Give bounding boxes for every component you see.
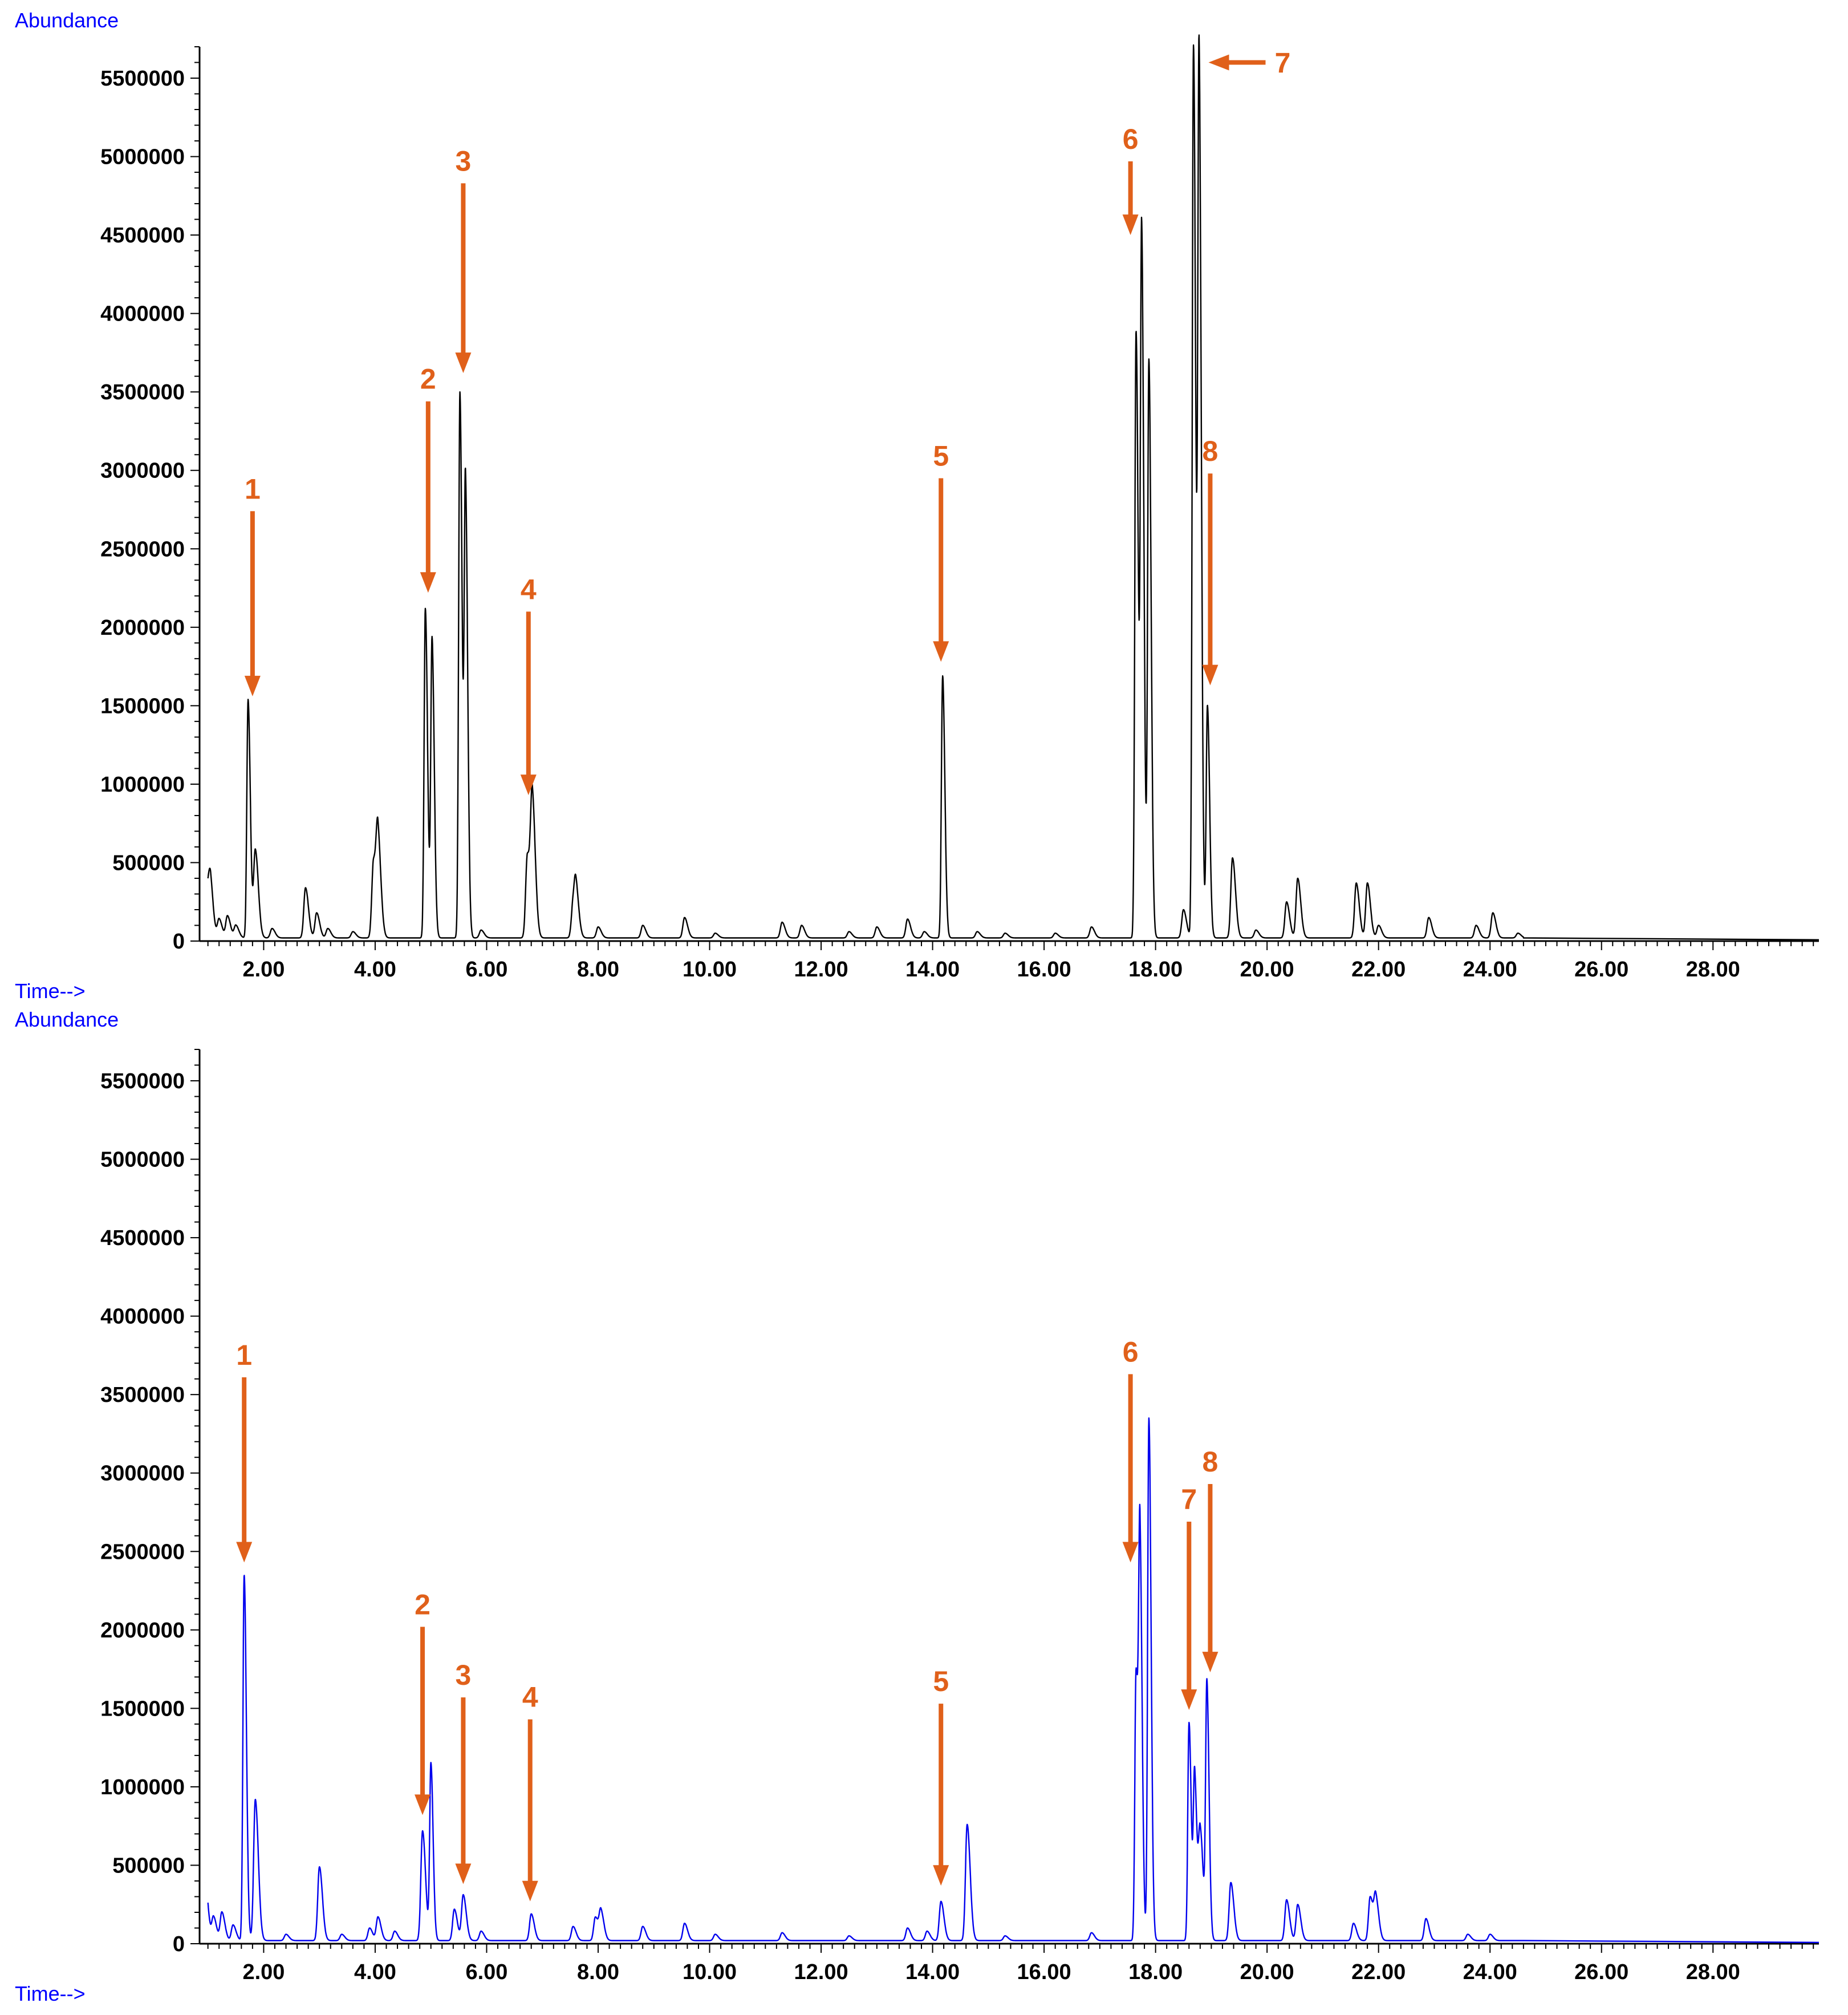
- top-annotation-arrowhead: [1209, 55, 1229, 71]
- top-y-tick-label-zero: 0: [173, 930, 185, 954]
- bottom-y-tick-label: 3500000: [100, 1383, 185, 1407]
- top-y-tick-label: 2500000: [100, 537, 185, 561]
- top-peak-label-7: 7: [1275, 47, 1291, 79]
- bottom-peak-label-2: 2: [415, 1588, 430, 1620]
- bottom-peak-label-4: 4: [522, 1681, 538, 1713]
- bottom-x-tick-label: 10.00: [683, 1960, 737, 1984]
- bottom-y-tick-label: 1000000: [100, 1775, 185, 1799]
- bottom-peak-label-5: 5: [933, 1665, 949, 1697]
- top-peak-label-6: 6: [1123, 123, 1139, 155]
- bottom-x-tick-label: 4.00: [354, 1960, 396, 1984]
- top-y-tick-label: 4000000: [100, 302, 185, 326]
- bottom-annotation-arrowhead: [236, 1542, 252, 1563]
- top-x-tick-label: 10.00: [683, 958, 737, 982]
- top-peak-label-8: 8: [1203, 435, 1219, 467]
- bottom-chromatogram-trace: [208, 1418, 1819, 1943]
- top-xlabel: Time-->: [15, 979, 86, 1003]
- bottom-y-tick-label: 1500000: [100, 1697, 185, 1721]
- top-y-tick-label: 3500000: [100, 380, 185, 404]
- top-chromatogram-panel: Abundance Time--> 2.00 4.00 6.00 8.00 10.00 1…: [15, 9, 1819, 1003]
- top-y-tick-label: 1000000: [100, 773, 185, 797]
- top-peak-label-1: 1: [245, 473, 261, 505]
- top-y-tick-label: 2000000: [100, 616, 185, 640]
- top-x-tick-label: 8.00: [577, 958, 619, 982]
- bottom-chromatogram-panel: Abundance Time--> 2.00 4.00 6.00 8.00 10.00 1…: [15, 1008, 1819, 2005]
- top-x-tick-label: 4.00: [354, 958, 396, 982]
- bottom-x-tick-label: 6.00: [465, 1960, 507, 1984]
- top-x-tick-label: 6.00: [465, 958, 507, 982]
- top-x-tick-label: 28.00: [1686, 958, 1740, 982]
- bottom-y-tick-label: 2500000: [100, 1540, 185, 1564]
- top-x-tick-label: 18.00: [1128, 958, 1183, 982]
- bottom-x-tick-label: 2.00: [242, 1960, 285, 1984]
- top-ylabel: Abundance: [15, 9, 119, 32]
- bottom-ylabel: Abundance: [15, 1008, 119, 1031]
- top-peak-label-3: 3: [456, 145, 472, 177]
- top-x-tick-label: 24.00: [1463, 958, 1517, 982]
- bottom-peak-label-8: 8: [1203, 1446, 1219, 1478]
- bottom-peak-label-1: 1: [236, 1339, 252, 1371]
- top-peak-label-2: 2: [420, 363, 436, 395]
- top-y-tick-label: 1500000: [100, 694, 185, 718]
- top-annotation-arrowhead: [455, 352, 471, 373]
- top-annotation-arrowhead: [521, 775, 537, 795]
- bottom-y-tick-label: 3000000: [100, 1462, 185, 1486]
- top-annotation-arrowhead: [1202, 665, 1218, 686]
- bottom-y-tick-label-zero: 0: [173, 1932, 185, 1956]
- top-annotation-arrowhead: [420, 572, 436, 593]
- top-peak-label-5: 5: [933, 440, 949, 472]
- top-x-tick-label: 26.00: [1574, 958, 1628, 982]
- top-x-tick-label: 16.00: [1017, 958, 1071, 982]
- top-x-tick-label: 2.00: [242, 958, 285, 982]
- bottom-y-tick-label: 5000000: [100, 1148, 185, 1172]
- bottom-peak-label-7: 7: [1181, 1483, 1197, 1515]
- bottom-y-tick-label: 4000000: [100, 1305, 185, 1329]
- bottom-x-tick-label: 20.00: [1240, 1960, 1294, 1984]
- top-x-tick-label: 12.00: [794, 958, 848, 982]
- top-y-tick-label: 5000000: [100, 145, 185, 169]
- bottom-x-tick-label: 16.00: [1017, 1960, 1071, 1984]
- bottom-annotation-arrowhead: [415, 1794, 430, 1815]
- top-y-tick-label: 500000: [112, 851, 185, 875]
- bottom-x-tick-label: 22.00: [1351, 1960, 1406, 1984]
- bottom-x-tick-label: 12.00: [794, 1960, 848, 1984]
- top-x-tick-label: 14.00: [905, 958, 960, 982]
- bottom-annotation-arrowhead: [1181, 1689, 1197, 1710]
- bottom-y-tick-label: 4500000: [100, 1226, 185, 1250]
- bottom-x-tick-label: 14.00: [905, 1960, 960, 1984]
- bottom-x-tick-label: 18.00: [1128, 1960, 1183, 1984]
- bottom-y-tick-label: 2000000: [100, 1619, 185, 1643]
- bottom-x-tick-label: 8.00: [577, 1960, 619, 1984]
- top-chromatogram-trace: [208, 35, 1819, 940]
- bottom-annotation-arrowhead: [1123, 1542, 1139, 1563]
- top-annotation-arrowhead: [1123, 214, 1139, 235]
- bottom-x-tick-label: 28.00: [1686, 1960, 1740, 1984]
- bottom-xlabel: Time-->: [15, 1982, 86, 2005]
- bottom-peak-label-3: 3: [456, 1659, 472, 1691]
- top-y-tick-label: 3000000: [100, 459, 185, 483]
- top-x-tick-label: 20.00: [1240, 958, 1294, 982]
- top-x-tick-label: 22.00: [1351, 958, 1406, 982]
- top-y-tick-label: 5500000: [100, 67, 185, 91]
- top-annotation-arrowhead: [245, 676, 261, 696]
- top-y-tick-label: 4500000: [100, 224, 185, 248]
- top-annotation-arrowhead: [933, 641, 949, 662]
- bottom-x-tick-label: 26.00: [1574, 1960, 1628, 1984]
- bottom-annotation-arrowhead: [455, 1863, 471, 1884]
- bottom-annotation-arrowhead: [1202, 1652, 1218, 1672]
- bottom-y-tick-label: 500000: [112, 1854, 185, 1878]
- top-peak-label-4: 4: [521, 573, 537, 605]
- bottom-annotation-arrowhead: [933, 1865, 949, 1886]
- bottom-annotation-arrowhead: [522, 1881, 538, 1902]
- bottom-y-tick-label: 5500000: [100, 1069, 185, 1093]
- bottom-peak-label-6: 6: [1123, 1336, 1139, 1368]
- bottom-x-tick-label: 24.00: [1463, 1960, 1517, 1984]
